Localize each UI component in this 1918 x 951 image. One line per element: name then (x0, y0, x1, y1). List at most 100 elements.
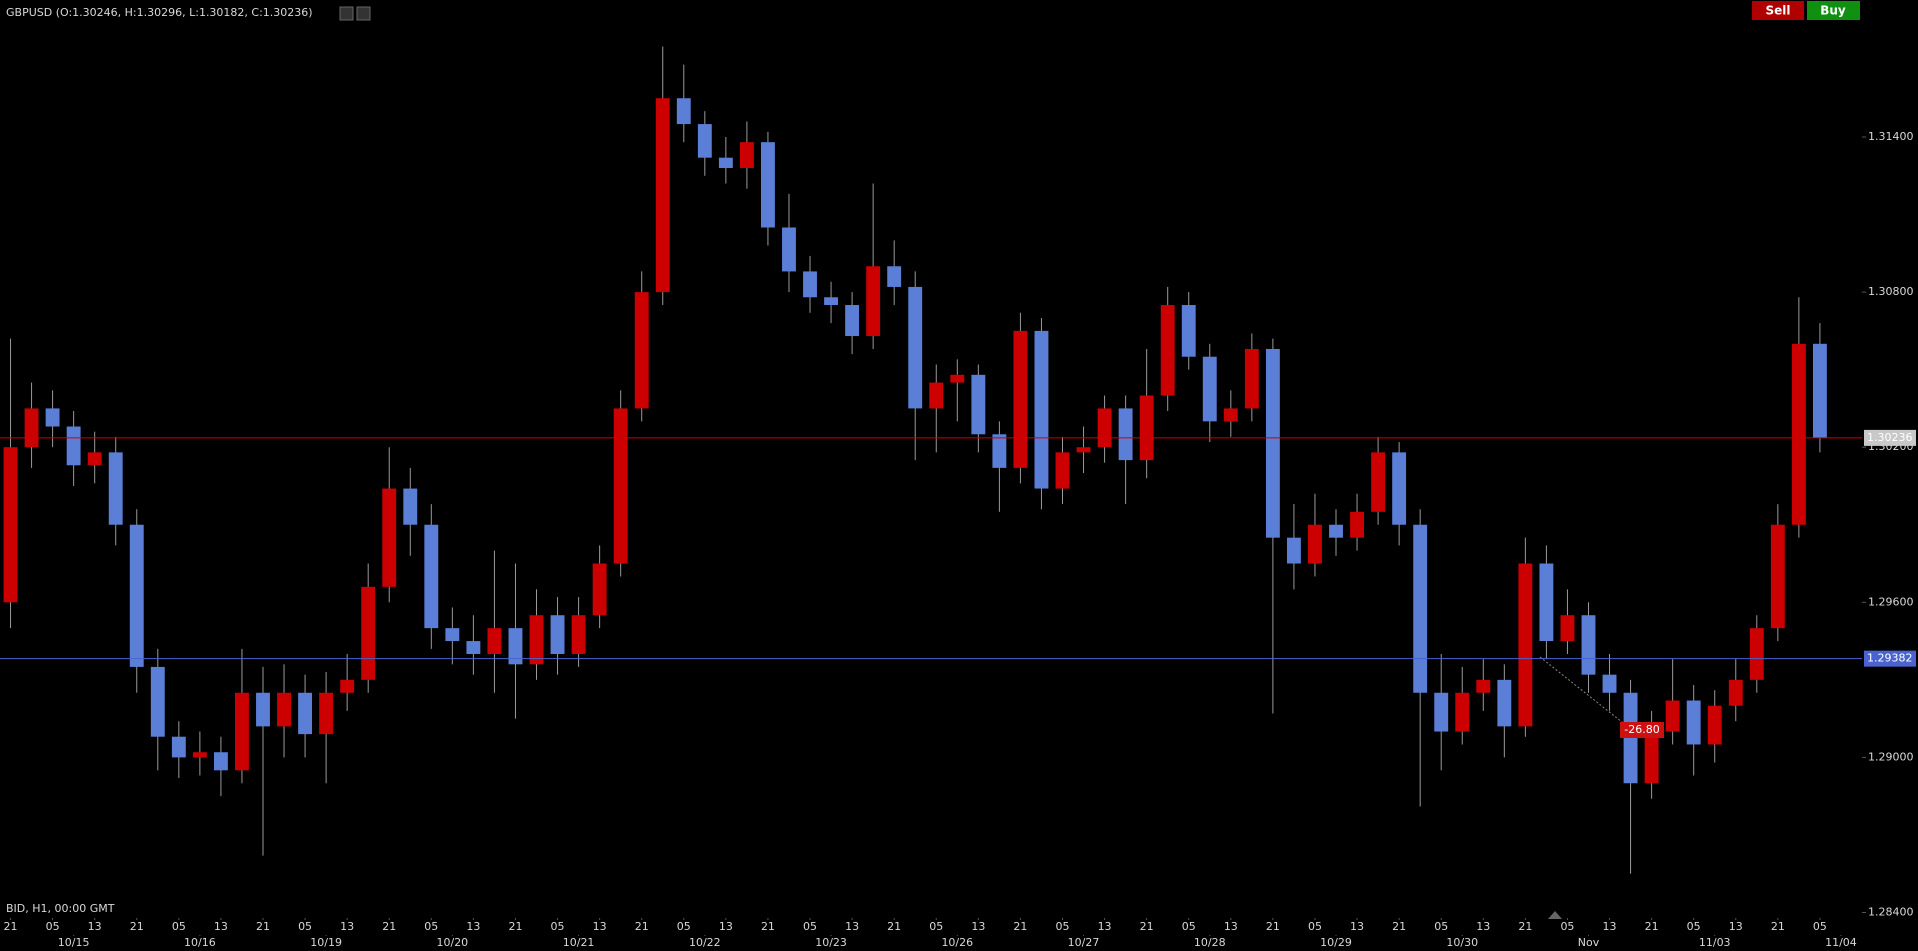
candle-body (1665, 700, 1680, 732)
annotation-box (1620, 722, 1664, 738)
x-tick-label: 13 (971, 920, 985, 933)
candle-body (1560, 615, 1575, 642)
candle-body (1308, 524, 1322, 564)
x-tick-label: 05 (1560, 920, 1574, 933)
date-label: 10/30 (1446, 936, 1478, 949)
x-tick-label: 05 (677, 920, 691, 933)
date-label: 10/27 (1068, 936, 1100, 949)
candle-body (761, 142, 775, 228)
candle-body (487, 628, 502, 654)
x-tick-label: 05 (1687, 920, 1701, 933)
x-tick-label: 13 (466, 920, 480, 933)
candle-body (129, 524, 144, 667)
x-tick-label: 13 (214, 920, 228, 933)
x-tick-label: 21 (1518, 920, 1532, 933)
candle-body (235, 692, 249, 771)
candle-body (87, 452, 102, 466)
candle-body (1581, 615, 1596, 675)
candle-body (1686, 700, 1701, 745)
candle-body (782, 227, 796, 272)
gap-marker[interactable] (1548, 911, 1562, 919)
candle-body (866, 266, 881, 337)
price-line-label: 1.29382 (1867, 652, 1913, 665)
candle-body (445, 628, 460, 642)
settings-icon[interactable] (339, 6, 354, 21)
price-line-box (1864, 429, 1916, 446)
x-tick-label: 05 (1182, 920, 1196, 933)
candle-body (1055, 452, 1070, 489)
x-tick-label: 21 (1771, 920, 1785, 933)
candle-body (1034, 330, 1049, 489)
candle-body (1476, 679, 1491, 693)
date-label: 10/16 (184, 936, 216, 949)
candle-body (718, 157, 733, 169)
candle-body (1434, 692, 1449, 732)
x-tick-label: 05 (1308, 920, 1322, 933)
date-label: 10/15 (58, 936, 90, 949)
candle-body (550, 615, 565, 654)
candle-body (571, 615, 586, 654)
x-tick-label: 05 (929, 920, 943, 933)
candle-body (1455, 692, 1470, 732)
candle-body (382, 488, 397, 587)
x-tick-label: 05 (1434, 920, 1448, 933)
chart-footer: BID, H1, 00:00 GMT (6, 902, 115, 915)
candle-body (1350, 511, 1364, 538)
y-tick-label: 1.31400 (1868, 130, 1914, 143)
x-tick-label: 21 (761, 920, 775, 933)
candle-body (403, 488, 418, 525)
annotation-label: -26.80 (1624, 723, 1659, 736)
candle-body (655, 98, 670, 293)
candle-body (466, 641, 481, 654)
candle-body (45, 408, 60, 427)
x-tick-label: 13 (1224, 920, 1238, 933)
candle-body (1286, 537, 1301, 564)
y-tick-label: 1.29000 (1868, 750, 1914, 763)
symbol-header: GBPUSD (O:1.30246, H:1.30296, L:1.30182,… (6, 6, 313, 19)
x-tick-label: 21 (4, 920, 18, 933)
config-icon[interactable] (356, 6, 371, 21)
sell-label[interactable]: Sell (1765, 4, 1790, 18)
candle-body (213, 752, 228, 771)
candle-body (887, 266, 902, 287)
candle-body (298, 692, 313, 735)
y-tick-label: 1.28400 (1868, 905, 1914, 918)
candle-body (1223, 408, 1238, 422)
x-tick-label: 13 (845, 920, 859, 933)
x-tick-label: 05 (1813, 920, 1827, 933)
candle-body (108, 452, 123, 525)
date-label: 10/20 (436, 936, 468, 949)
candle-body (1644, 731, 1659, 784)
candle-body (613, 408, 628, 564)
x-tick-label: 21 (130, 920, 144, 933)
x-tick-label: 13 (1350, 920, 1364, 933)
buy-label[interactable]: Buy (1820, 4, 1846, 18)
candle-body (634, 292, 649, 409)
x-tick-label: 05 (46, 920, 60, 933)
buy-button[interactable] (1807, 1, 1860, 20)
candle-body (676, 98, 691, 125)
candle-body (1329, 524, 1343, 538)
sell-button[interactable] (1752, 1, 1804, 20)
candle-body (508, 628, 523, 665)
date-label: 11/03 (1699, 936, 1731, 949)
candle-body (1749, 628, 1764, 680)
x-tick-label: 13 (1098, 920, 1112, 933)
candle-body (1181, 305, 1196, 357)
x-tick-label: 21 (1013, 920, 1027, 933)
x-tick-label: 21 (508, 920, 522, 933)
date-label: 10/26 (941, 936, 973, 949)
candle-body (1118, 408, 1133, 461)
candle-body (1265, 348, 1280, 538)
candle-body (1623, 692, 1638, 784)
date-label: 11/04 (1825, 936, 1857, 949)
plot-area (3, 46, 1827, 874)
candle-body (424, 524, 439, 629)
candle-body (803, 271, 817, 298)
x-tick-label: 05 (424, 920, 438, 933)
candle-body (1812, 343, 1827, 438)
candle-body (1602, 674, 1617, 693)
x-tick-label: 21 (1392, 920, 1406, 933)
candle-body (1160, 305, 1175, 396)
